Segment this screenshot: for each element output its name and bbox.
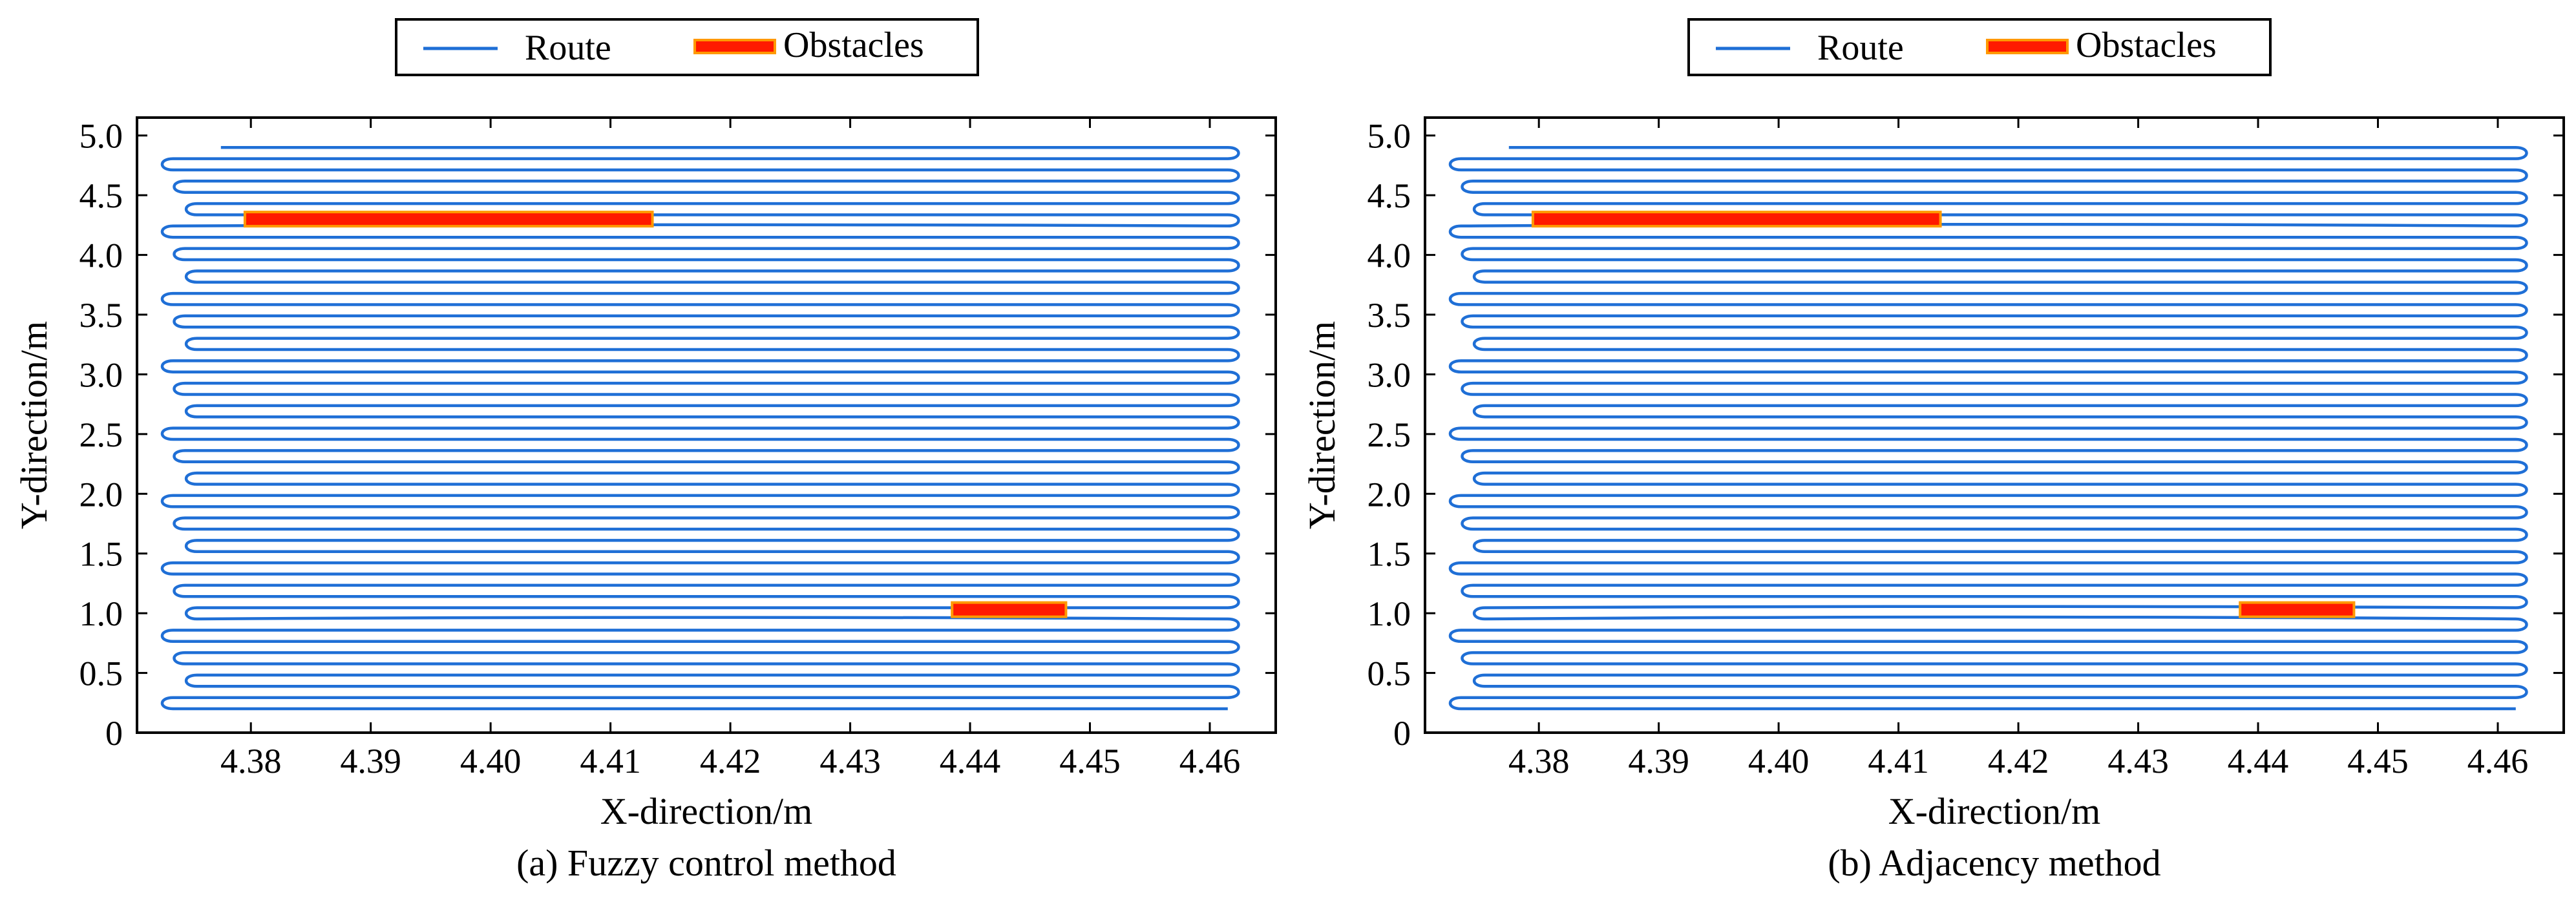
y-tick-label: 2.0 bbox=[1367, 475, 1411, 514]
x-tick-label: 4.45 bbox=[1059, 742, 1121, 780]
panel-caption: (a) Fuzzy control method bbox=[516, 842, 896, 884]
y-tick-label: 1.5 bbox=[1367, 535, 1411, 574]
panel-fuzzy-control: Route Obstacles 4.38 4.39 4.40 4.41 4.42 4.43… bbox=[13, 18, 1277, 884]
y-tick-label: 5.0 bbox=[79, 117, 123, 156]
x-tick-label: 4.41 bbox=[1868, 742, 1929, 780]
y-tick-label: 4.5 bbox=[1367, 176, 1411, 215]
axis-ticks: 4.38 4.39 4.40 4.41 4.42 4.43 4.44 4.45 4.46 0 0.5… bbox=[1367, 117, 2564, 780]
legend-route-label: Route bbox=[525, 28, 611, 68]
x-tick-label: 4.44 bbox=[940, 742, 1001, 780]
obstacle-bar bbox=[951, 601, 1068, 618]
x-tick-label: 4.38 bbox=[220, 742, 282, 780]
x-axis-label: X-direction/m bbox=[1888, 790, 2101, 832]
y-tick-label: 0.5 bbox=[79, 654, 123, 693]
y-tick-label: 3.0 bbox=[1367, 355, 1411, 394]
x-axis-label: X-direction/m bbox=[600, 790, 813, 832]
route-lines bbox=[1448, 145, 2528, 711]
obstacles bbox=[1531, 211, 2356, 618]
x-tick-label: 4.39 bbox=[1628, 742, 1689, 780]
plot-area bbox=[136, 116, 1277, 734]
x-tick-label: 4.42 bbox=[1988, 742, 2049, 780]
y-tick-label: 3.0 bbox=[79, 355, 123, 394]
y-tick-label: 4.0 bbox=[1367, 236, 1411, 275]
x-tick-label: 4.46 bbox=[2467, 742, 2529, 780]
route-line bbox=[160, 145, 1240, 711]
y-tick-label: 0 bbox=[105, 714, 123, 753]
y-tick-label: 3.5 bbox=[79, 296, 123, 335]
y-tick-label: 0 bbox=[1393, 714, 1411, 753]
legend: Route Obstacles bbox=[395, 18, 979, 76]
y-tick-label: 2.5 bbox=[79, 415, 123, 454]
obstacle-bar bbox=[1531, 211, 1942, 228]
x-tick-label: 4.38 bbox=[1508, 742, 1570, 780]
x-tick-label: 4.41 bbox=[580, 742, 641, 780]
route-line bbox=[1448, 145, 2528, 711]
x-tick-label: 4.40 bbox=[1748, 742, 1810, 780]
y-tick-label: 1.0 bbox=[1367, 594, 1411, 633]
y-tick-label: 1.0 bbox=[79, 594, 123, 633]
y-axis-label: Y-direction/m bbox=[13, 321, 55, 529]
y-tick-label: 4.5 bbox=[79, 176, 123, 215]
x-tick-label: 4.43 bbox=[2107, 742, 2169, 780]
y-tick-label: 2.0 bbox=[79, 475, 123, 514]
legend-obstacle-label: Obstacles bbox=[2076, 25, 2217, 65]
x-tick-label: 4.43 bbox=[819, 742, 881, 780]
obstacle-bar bbox=[2239, 601, 2356, 618]
legend-route-label: Route bbox=[1817, 28, 1904, 68]
legend-obstacle-swatch bbox=[1986, 39, 2069, 54]
y-tick-label: 1.5 bbox=[79, 535, 123, 574]
obstacle-bar bbox=[243, 211, 654, 228]
y-tick-label: 2.5 bbox=[1367, 415, 1411, 454]
y-axis-label: Y-direction/m bbox=[1301, 321, 1343, 529]
axis-ticks: 4.38 4.39 4.40 4.41 4.42 4.43 4.44 4.45 4.46 0 0.5… bbox=[79, 117, 1276, 780]
legend-obstacle-swatch bbox=[693, 39, 776, 54]
panel-caption: (b) Adjacency method bbox=[1828, 842, 2160, 884]
legend-obstacle-label: Obstacles bbox=[783, 25, 924, 65]
y-tick-label: 3.5 bbox=[1367, 296, 1411, 335]
y-tick-label: 4.0 bbox=[79, 236, 123, 275]
x-tick-label: 4.44 bbox=[2228, 742, 2289, 780]
x-tick-label: 4.42 bbox=[700, 742, 761, 780]
plot-area bbox=[1424, 116, 2565, 734]
obstacles bbox=[243, 211, 1068, 618]
y-tick-label: 0.5 bbox=[1367, 654, 1411, 693]
route-lines bbox=[160, 145, 1240, 711]
y-tick-label: 5.0 bbox=[1367, 117, 1411, 156]
panel-adjacency: Route Obstacles 4.38 4.39 4.40 4.41 4.42 4.43… bbox=[1301, 18, 2565, 884]
x-tick-label: 4.40 bbox=[460, 742, 522, 780]
legend: Route Obstacles bbox=[1687, 18, 2272, 76]
x-tick-label: 4.46 bbox=[1179, 742, 1241, 780]
x-tick-label: 4.45 bbox=[2347, 742, 2409, 780]
x-tick-label: 4.39 bbox=[340, 742, 401, 780]
